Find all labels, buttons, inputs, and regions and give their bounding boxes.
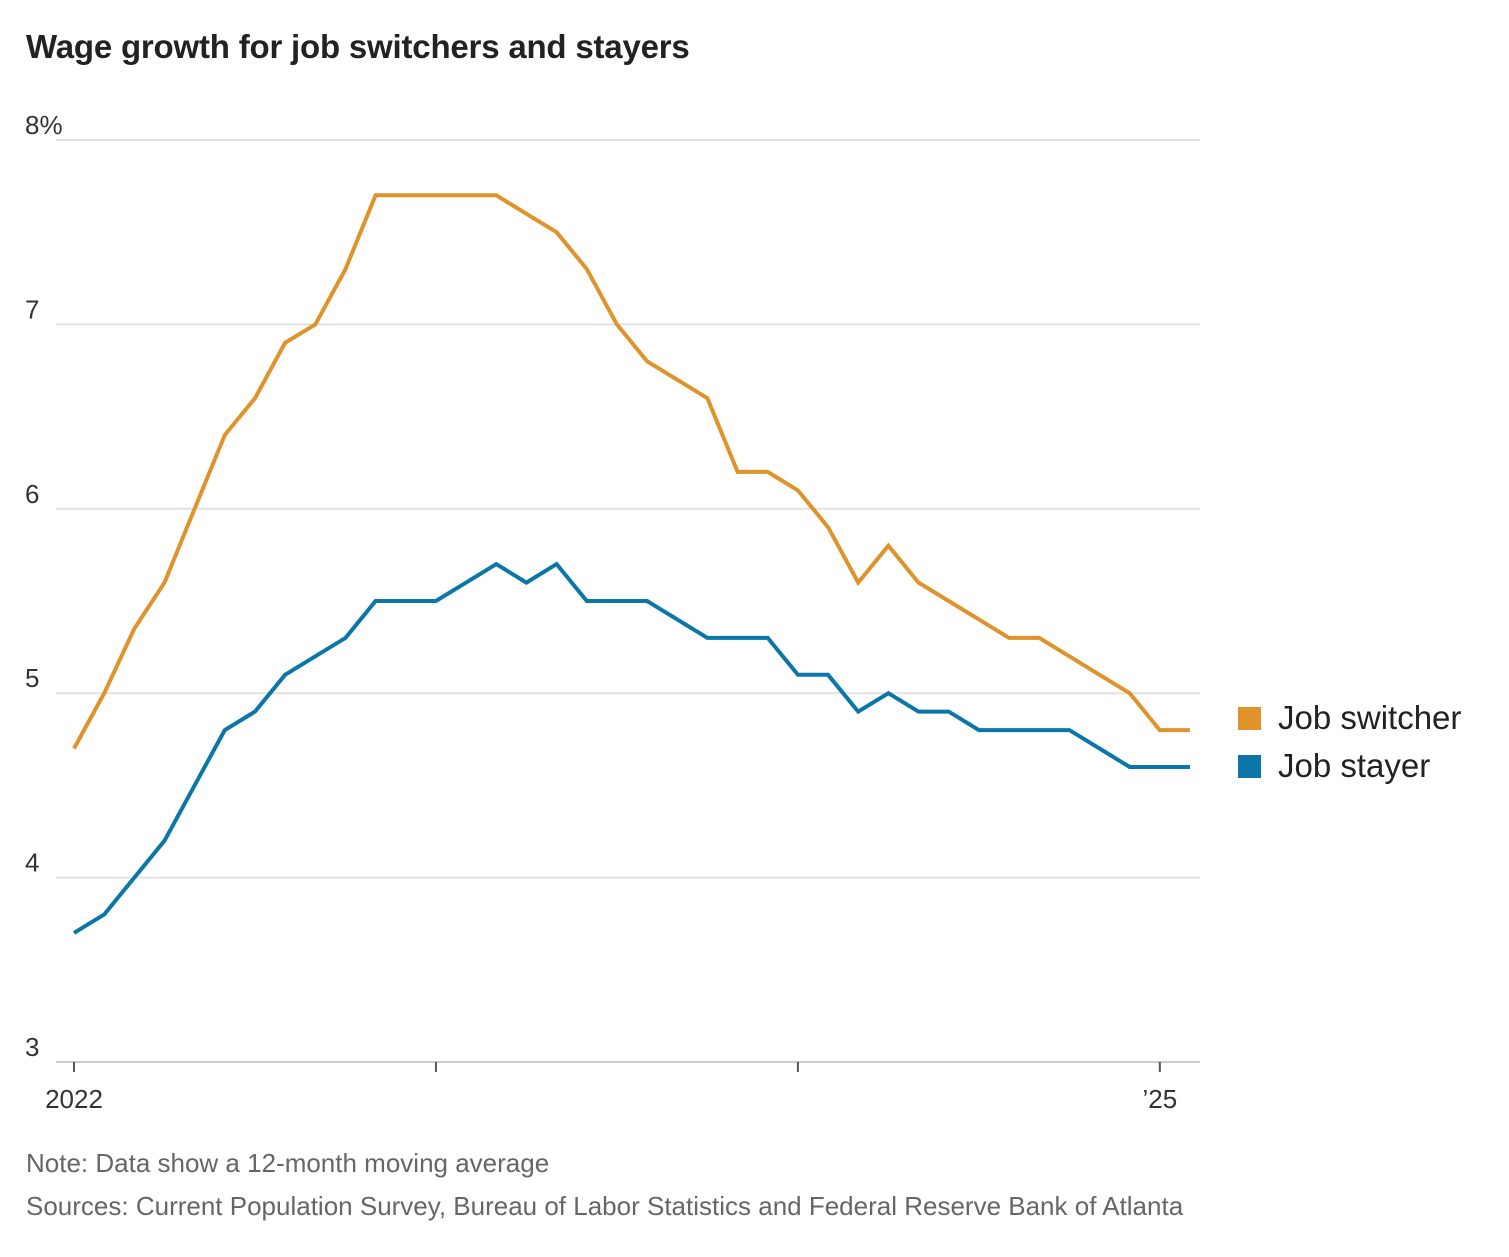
y-tick-label-5: 5 xyxy=(25,663,39,693)
legend-swatch-job-switcher xyxy=(1238,707,1261,730)
series-lines xyxy=(72,193,1190,935)
y-tick-label-8: 8% xyxy=(25,110,63,140)
legend-label-job-stayer: Job stayer xyxy=(1278,747,1430,784)
y-axis-tick-labels: 3 4 5 6 7 8% xyxy=(25,110,63,1062)
x-tick-label-2022-01: 2022 xyxy=(45,1084,103,1114)
x-axis: 2022 ’25 xyxy=(45,1061,1200,1114)
chart-title: Wage growth for job switchers and stayer… xyxy=(26,28,690,65)
chart-sources: Sources: Current Population Survey, Bure… xyxy=(26,1191,1184,1221)
legend-swatch-job-stayer xyxy=(1238,755,1261,778)
y-tick-label-3: 3 xyxy=(25,1032,39,1062)
gridlines xyxy=(56,139,1200,879)
job-stayer-line xyxy=(72,561,1190,935)
job-switcher-line xyxy=(72,193,1190,750)
legend: Job switcher Job stayer xyxy=(1238,699,1461,784)
chart-note: Note: Data show a 12-month moving averag… xyxy=(26,1148,550,1178)
x-tick-label-2025-01: ’25 xyxy=(1142,1084,1177,1114)
legend-label-job-switcher: Job switcher xyxy=(1278,699,1461,736)
y-tick-label-7: 7 xyxy=(25,294,39,324)
y-tick-label-6: 6 xyxy=(25,479,39,509)
y-tick-label-4: 4 xyxy=(25,848,39,878)
